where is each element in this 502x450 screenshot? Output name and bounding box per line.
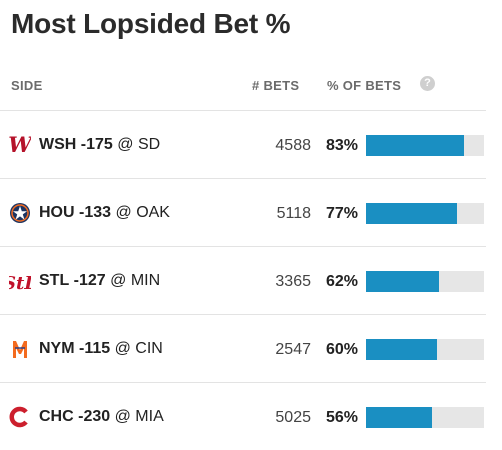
money-line: -115 (79, 340, 111, 357)
bet-percent: 56% (326, 409, 359, 426)
bet-percent: 77% (326, 205, 359, 222)
percent-bar-fill (366, 339, 437, 360)
team-side[interactable]: WSH -175 @ SD (39, 136, 160, 154)
percent-bar-fill (366, 407, 433, 428)
bet-count: 2547 (275, 341, 311, 358)
money-line: -230 (78, 408, 111, 425)
team-abbr: NYM (39, 340, 75, 357)
team-abbr: WSH (39, 136, 77, 153)
cubs-logo-icon (9, 406, 28, 428)
opponent: @ CIN (114, 340, 163, 357)
percent-bar (366, 339, 484, 360)
team-side[interactable]: STL -127 @ MIN (39, 272, 160, 290)
bet-count: 5025 (275, 409, 311, 426)
svg-text:StL: StL (9, 273, 31, 292)
team-side[interactable]: HOU -133 @ OAK (39, 204, 170, 222)
opponent: @ MIA (114, 408, 164, 425)
opponent: @ MIN (110, 272, 161, 289)
team-abbr: HOU (39, 204, 75, 221)
percent-bar (366, 271, 484, 292)
bets-table: W WSH -175 @ SD 4588 83% HOU -133 @ OAK … (0, 110, 486, 450)
team-side[interactable]: CHC -230 @ MIA (39, 408, 164, 426)
page-title: Most Lopsided Bet % (11, 8, 291, 39)
astros-logo-icon (10, 203, 30, 223)
bet-count: 4588 (275, 137, 311, 154)
opponent: @ SD (117, 136, 161, 153)
team-abbr: STL (39, 272, 70, 289)
percent-bar (366, 407, 484, 428)
team-abbr: CHC (39, 408, 74, 425)
column-header-side: SIDE (11, 78, 43, 93)
money-line: -175 (80, 136, 113, 153)
table-row[interactable]: StL STL -127 @ MIN 3365 62% (0, 246, 486, 314)
nationals-logo-icon: W (9, 134, 31, 156)
help-icon[interactable]: ? (420, 76, 435, 91)
team-side[interactable]: NYM -115 @ CIN (39, 340, 163, 358)
column-header-pct: % OF BETS (327, 78, 402, 93)
table-row[interactable]: HOU -133 @ OAK 5118 77% (0, 178, 486, 246)
money-line: -133 (79, 204, 112, 221)
cardinals-logo-icon: StL (9, 273, 31, 292)
percent-bar-fill (366, 135, 464, 156)
percent-bar-fill (366, 203, 457, 224)
percent-bar (366, 203, 484, 224)
percent-bar (366, 135, 484, 156)
mets-logo-icon (13, 341, 27, 358)
table-row[interactable]: NYM -115 @ CIN 2547 60% (0, 314, 486, 382)
bet-count: 5118 (276, 205, 311, 222)
table-row[interactable]: CHC -230 @ MIA 5025 56% (0, 382, 486, 450)
svg-text:W: W (9, 134, 31, 156)
bet-count: 3365 (275, 273, 311, 290)
money-line: -127 (73, 272, 106, 289)
opponent: @ OAK (115, 204, 170, 221)
bet-percent: 83% (326, 137, 359, 154)
column-header-bets: # BETS (252, 78, 300, 93)
bet-percent: 62% (326, 273, 359, 290)
percent-bar-fill (366, 271, 440, 292)
table-row[interactable]: W WSH -175 @ SD 4588 83% (0, 110, 486, 178)
bet-percent: 60% (326, 341, 359, 358)
